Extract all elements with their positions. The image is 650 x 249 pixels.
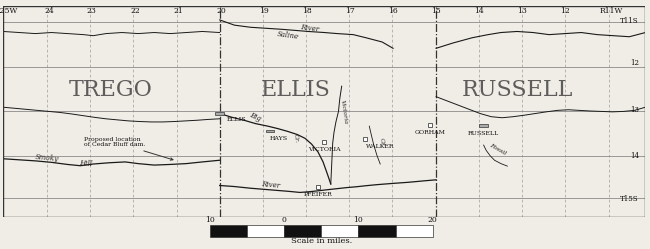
Bar <box>396 225 433 237</box>
Text: GORHAM: GORHAM <box>415 130 446 135</box>
Text: 17: 17 <box>345 7 355 15</box>
Text: 19: 19 <box>259 7 269 15</box>
Text: ELLIS: ELLIS <box>227 117 246 122</box>
Text: 14: 14 <box>630 152 639 160</box>
Text: 23: 23 <box>87 7 97 15</box>
Text: RUSSELL: RUSSELL <box>468 131 499 136</box>
Text: 13: 13 <box>517 7 527 15</box>
Text: 13: 13 <box>630 106 639 114</box>
Bar <box>210 225 247 237</box>
Text: 20: 20 <box>216 7 226 15</box>
Text: T15S: T15S <box>620 195 639 203</box>
Text: Smoky: Smoky <box>34 153 59 163</box>
Text: Fossil: Fossil <box>489 142 507 156</box>
Text: WALKER: WALKER <box>366 144 395 149</box>
Text: Big: Big <box>248 111 263 124</box>
Text: T11S: T11S <box>620 17 639 25</box>
Bar <box>266 130 274 132</box>
Text: R11W: R11W <box>599 7 623 15</box>
Bar <box>284 225 321 237</box>
Text: 22: 22 <box>130 7 140 15</box>
Text: Victoria: Victoria <box>339 100 348 125</box>
Text: Cr.: Cr. <box>379 137 385 147</box>
Text: R25W: R25W <box>0 7 18 15</box>
Text: Proposed location
of Cedar Bluff dam.: Proposed location of Cedar Bluff dam. <box>83 136 173 160</box>
Text: VICTORIA: VICTORIA <box>308 147 341 152</box>
Text: River: River <box>261 180 280 190</box>
Text: 15: 15 <box>431 7 441 15</box>
Text: 10: 10 <box>205 216 214 224</box>
Text: PFEIFER: PFEIFER <box>304 192 332 197</box>
Bar <box>247 225 284 237</box>
Text: River: River <box>300 23 320 34</box>
Text: 21: 21 <box>173 7 183 15</box>
Text: Scale in miles.: Scale in miles. <box>291 237 352 245</box>
Text: 12: 12 <box>560 7 570 15</box>
Bar <box>216 112 224 115</box>
Text: 0: 0 <box>281 216 287 224</box>
Text: 16: 16 <box>388 7 398 15</box>
Text: ELLIS: ELLIS <box>261 79 330 101</box>
Text: HAYS: HAYS <box>270 136 288 141</box>
Text: 20: 20 <box>428 216 437 224</box>
Text: 18: 18 <box>302 7 312 15</box>
Text: 12: 12 <box>630 60 639 67</box>
Text: RUSSELL: RUSSELL <box>462 79 573 101</box>
Text: 14: 14 <box>474 7 484 15</box>
Bar <box>358 225 396 237</box>
Bar <box>321 225 358 237</box>
Text: 10: 10 <box>354 216 363 224</box>
Text: Hill: Hill <box>79 159 92 169</box>
Bar <box>480 124 488 127</box>
Text: 24: 24 <box>45 7 55 15</box>
Text: TREGO: TREGO <box>69 79 153 101</box>
Text: Cr.: Cr. <box>292 134 298 144</box>
Text: Saline: Saline <box>276 30 299 41</box>
